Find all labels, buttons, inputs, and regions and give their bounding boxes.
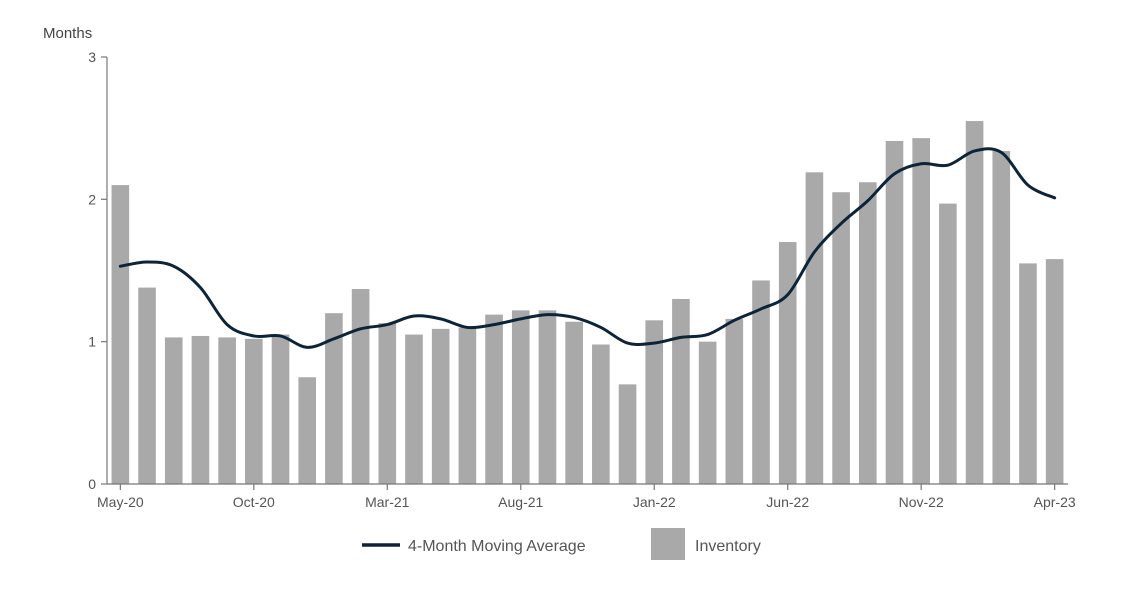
bar-sep-20 <box>218 337 236 484</box>
x-tick-label: Jun-22 <box>766 494 809 510</box>
x-tick-label: Apr-23 <box>1034 494 1076 510</box>
y-tick-label: 2 <box>88 191 96 207</box>
bar-aug-22 <box>832 192 850 484</box>
x-tick-label: Aug-21 <box>498 494 543 510</box>
bar-apr-23 <box>1045 259 1064 484</box>
bar-nov-22 <box>912 138 930 484</box>
bar-oct-22 <box>885 140 904 485</box>
bar-apr-21 <box>405 334 423 484</box>
bar-aug-20 <box>191 335 210 484</box>
x-tick-label: Mar-21 <box>365 494 410 510</box>
y-tick-label: 3 <box>88 49 96 65</box>
bar-feb-23 <box>992 150 1011 484</box>
x-axis: May-20 Oct-20 Mar-21 Aug-21 Jan-22 Jun-22 Nov-… <box>97 484 1076 510</box>
bar-feb-21 <box>351 289 370 484</box>
bar-dec-20 <box>298 377 317 484</box>
y-tick-label: 0 <box>88 476 96 492</box>
bar-may-21 <box>431 328 450 484</box>
bar-apr-22 <box>725 318 744 484</box>
bar-sep-21 <box>538 310 557 484</box>
bar-oct-21 <box>565 321 583 484</box>
y-axis: 0 1 2 3 <box>88 49 107 492</box>
bar-jan-22 <box>645 320 664 484</box>
bar-jun-21 <box>458 327 477 484</box>
bar-jul-20 <box>164 337 183 484</box>
bar-nov-21 <box>592 344 610 484</box>
bar-jan-21 <box>325 313 343 484</box>
legend-bar-swatch <box>651 528 685 560</box>
bar-dec-21 <box>618 384 637 484</box>
bar-mar-21 <box>378 323 397 484</box>
bar-sep-22 <box>858 182 877 484</box>
bar-dec-22 <box>939 203 957 484</box>
bar-feb-22 <box>672 298 690 484</box>
bar-jan-23 <box>965 121 984 485</box>
x-tick-label: Oct-20 <box>233 494 275 510</box>
x-tick-label: Jan-22 <box>633 494 676 510</box>
bar-jun-20 <box>138 287 156 484</box>
bar-oct-20 <box>245 338 263 484</box>
axes <box>106 57 1068 485</box>
bar-may-20 <box>111 185 130 484</box>
bar-aug-21 <box>511 310 530 484</box>
legend-label-moving-average: 4-Month Moving Average <box>408 538 586 555</box>
bar-nov-20 <box>271 334 290 484</box>
legend: 4-Month Moving Average Inventory <box>362 528 761 560</box>
y-axis-title: Months <box>43 25 92 42</box>
bar-mar-23 <box>1019 263 1037 484</box>
bar-jun-22 <box>778 242 797 484</box>
x-tick-label: May-20 <box>97 494 144 510</box>
bar-jul-21 <box>485 314 503 484</box>
x-tick-label: Nov-22 <box>899 494 944 510</box>
y-tick-label: 1 <box>88 334 96 350</box>
bar-may-22 <box>752 280 770 484</box>
inventory-bars <box>111 121 1064 485</box>
bar-mar-22 <box>698 341 717 484</box>
legend-label-inventory: Inventory <box>695 538 761 555</box>
bar-jul-22 <box>805 172 824 485</box>
moving-average-line <box>118 147 1057 349</box>
